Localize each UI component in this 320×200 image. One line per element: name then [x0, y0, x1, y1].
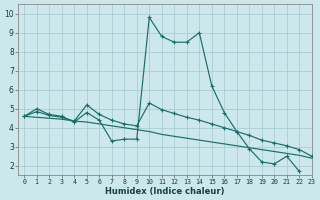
X-axis label: Humidex (Indice chaleur): Humidex (Indice chaleur) [105, 187, 225, 196]
